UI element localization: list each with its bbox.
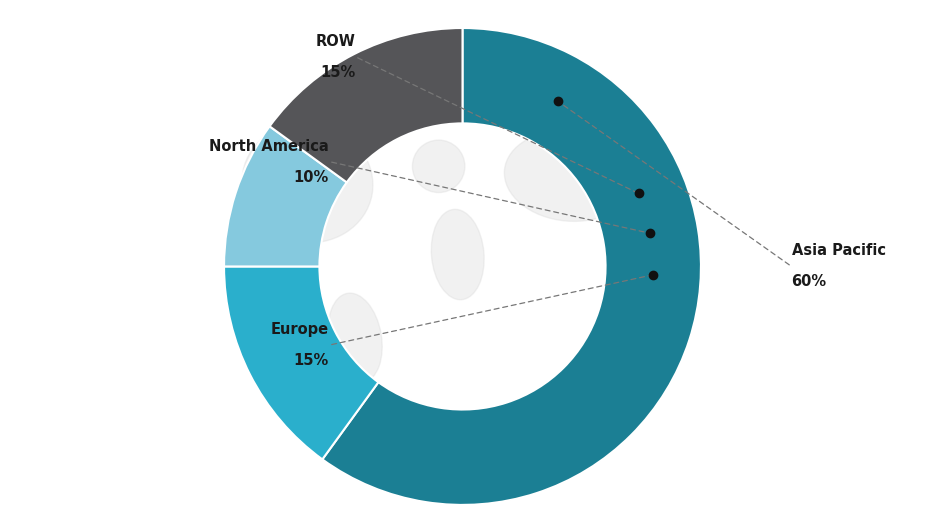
Ellipse shape bbox=[431, 209, 484, 300]
Ellipse shape bbox=[368, 77, 414, 113]
Text: 10%: 10% bbox=[294, 169, 329, 184]
Text: 15%: 15% bbox=[320, 65, 355, 80]
Ellipse shape bbox=[504, 130, 635, 221]
Text: North America: North America bbox=[209, 139, 329, 154]
Text: Europe: Europe bbox=[271, 322, 329, 337]
Text: 15%: 15% bbox=[294, 353, 329, 368]
Text: Asia Pacific: Asia Pacific bbox=[792, 243, 885, 258]
Wedge shape bbox=[269, 28, 462, 182]
Text: 60%: 60% bbox=[792, 275, 827, 290]
Ellipse shape bbox=[601, 307, 668, 359]
Wedge shape bbox=[322, 28, 701, 505]
Wedge shape bbox=[224, 126, 347, 266]
Text: ROW: ROW bbox=[315, 34, 355, 48]
Ellipse shape bbox=[413, 140, 465, 193]
Wedge shape bbox=[224, 266, 378, 460]
Ellipse shape bbox=[242, 123, 373, 243]
Ellipse shape bbox=[328, 293, 382, 383]
